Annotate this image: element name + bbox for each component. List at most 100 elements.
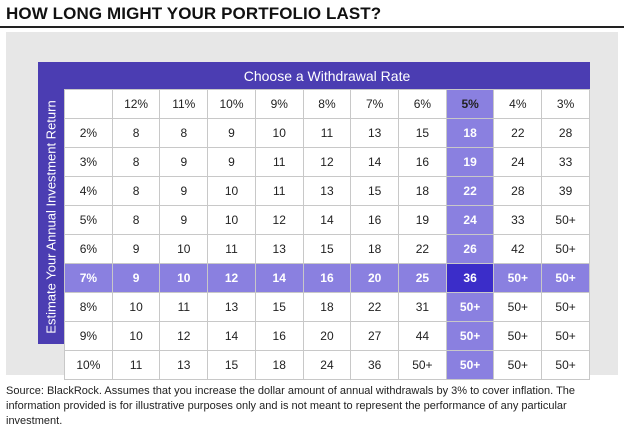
table-cell: 13 [207, 292, 256, 322]
table-cell: 8 [111, 118, 161, 148]
table-cell: 10 [207, 205, 256, 235]
table-cell: 50+ [541, 350, 590, 380]
row-header: 9% [64, 321, 113, 351]
row-header: 8% [64, 292, 113, 322]
column-header: 6% [398, 89, 447, 119]
column-header: 12% [111, 89, 161, 119]
table-cell: 50+ [445, 321, 495, 351]
table-cell: 13 [254, 234, 304, 264]
table-cell: 50+ [541, 263, 590, 293]
row-header: 2% [64, 118, 113, 148]
table-cell: 9 [159, 147, 209, 177]
table-cell: 10 [207, 176, 256, 206]
table-cell: 10 [159, 263, 209, 293]
table-cell: 50+ [493, 263, 543, 293]
title-rule [0, 26, 624, 28]
table-cell: 14 [302, 205, 352, 235]
table-cell: 50+ [541, 321, 590, 351]
table-cell: 50+ [493, 292, 543, 322]
row-axis-band: Estimate Your Annual Investment Return [38, 89, 64, 344]
table-cell: 12 [254, 205, 304, 235]
table-cell: 26 [445, 234, 495, 264]
table-cell: 10 [111, 321, 161, 351]
table-row: 6% 9 10 11 13 15 18 22 26 42 50+ [64, 234, 590, 264]
table-cell: 36 [350, 350, 400, 380]
table-cell: 10 [254, 118, 304, 148]
table-cell: 20 [302, 321, 352, 351]
table-cell: 10 [159, 234, 209, 264]
table-cell: 24 [493, 147, 543, 177]
table-row: 4% 8 9 10 11 13 15 18 22 28 39 [64, 176, 590, 206]
table-cell: 11 [302, 118, 352, 148]
table-cell: 50+ [541, 234, 590, 264]
table-cell: 9 [159, 176, 209, 206]
table-cell: 9 [207, 147, 256, 177]
table-cell: 28 [493, 176, 543, 206]
table-cell: 14 [350, 147, 400, 177]
row-axis-title: Estimate Your Annual Investment Return [43, 99, 59, 334]
table-cell: 12 [302, 147, 352, 177]
table-cell: 22 [398, 234, 447, 264]
corner-cell [64, 89, 113, 119]
table-cell: 27 [350, 321, 400, 351]
column-header: 3% [541, 89, 590, 119]
row-header: 5% [64, 205, 113, 235]
table-cell: 50+ [398, 350, 447, 380]
table-cell: 11 [254, 147, 304, 177]
table-cell: 50+ [493, 321, 543, 351]
table-cell: 24 [445, 205, 495, 235]
column-header: 5% [445, 89, 495, 119]
page-title: HOW LONG MIGHT YOUR PORTFOLIO LAST? [6, 4, 382, 23]
table-cell: 15 [302, 234, 352, 264]
table-cell: 16 [302, 263, 352, 293]
table-cell: 13 [350, 118, 400, 148]
table-cell: 42 [493, 234, 543, 264]
column-header: 9% [254, 89, 304, 119]
table-row: 3% 8 9 9 11 12 14 16 19 24 33 [64, 147, 590, 177]
table-cell: 22 [493, 118, 543, 148]
table-cell: 24 [302, 350, 352, 380]
table-row: 2% 8 8 9 10 11 13 15 18 22 28 [64, 118, 590, 148]
table-cell: 14 [254, 263, 304, 293]
table-cell: 22 [350, 292, 400, 322]
table-cell: 8 [111, 176, 161, 206]
table-cell: 15 [207, 350, 256, 380]
table-cell: 12 [159, 321, 209, 351]
table-cell: 9 [111, 263, 161, 293]
row-header: 10% [64, 350, 113, 380]
table-cell: 15 [350, 176, 400, 206]
table-cell: 20 [350, 263, 400, 293]
table-cell: 33 [493, 205, 543, 235]
row-header: 6% [64, 234, 113, 264]
column-header: 11% [159, 89, 209, 119]
table-cell: 15 [254, 292, 304, 322]
column-axis-title: Choose a Withdrawal Rate [243, 67, 411, 84]
table-row: 9% 10 12 14 16 20 27 44 50+ 50+ 50+ [64, 321, 590, 351]
table-cell: 11 [207, 234, 256, 264]
table-cell: 18 [350, 234, 400, 264]
table-cell: 22 [445, 176, 495, 206]
table-cell: 9 [159, 205, 209, 235]
table-cell: 8 [111, 205, 161, 235]
table-cell: 50+ [445, 350, 495, 380]
table-cell: 19 [398, 205, 447, 235]
table-cell: 50+ [445, 292, 495, 322]
table-cell: 12 [207, 263, 256, 293]
table-cell: 11 [254, 176, 304, 206]
table-cell: 39 [541, 176, 590, 206]
table-cell: 28 [541, 118, 590, 148]
table-row: 5% 8 9 10 12 14 16 19 24 33 50+ [64, 205, 590, 235]
table-cell: 8 [159, 118, 209, 148]
table-cell: 8 [111, 147, 161, 177]
table-cell: 50+ [493, 350, 543, 380]
table-row: 7% 9 10 12 14 16 20 25 36 50+ 50+ [64, 263, 590, 293]
table-cell: 14 [207, 321, 256, 351]
header-row: 12% 11% 10% 9% 8% 7% 6% 5% 4% 3% [64, 89, 590, 119]
table-cell: 13 [159, 350, 209, 380]
table-cell: 9 [207, 118, 256, 148]
table-cell: 18 [254, 350, 304, 380]
table-cell: 50+ [541, 205, 590, 235]
table-cell: 33 [541, 147, 590, 177]
source-note: Source: BlackRock. Assumes that you incr… [6, 385, 576, 427]
table-cell: 25 [398, 263, 447, 293]
